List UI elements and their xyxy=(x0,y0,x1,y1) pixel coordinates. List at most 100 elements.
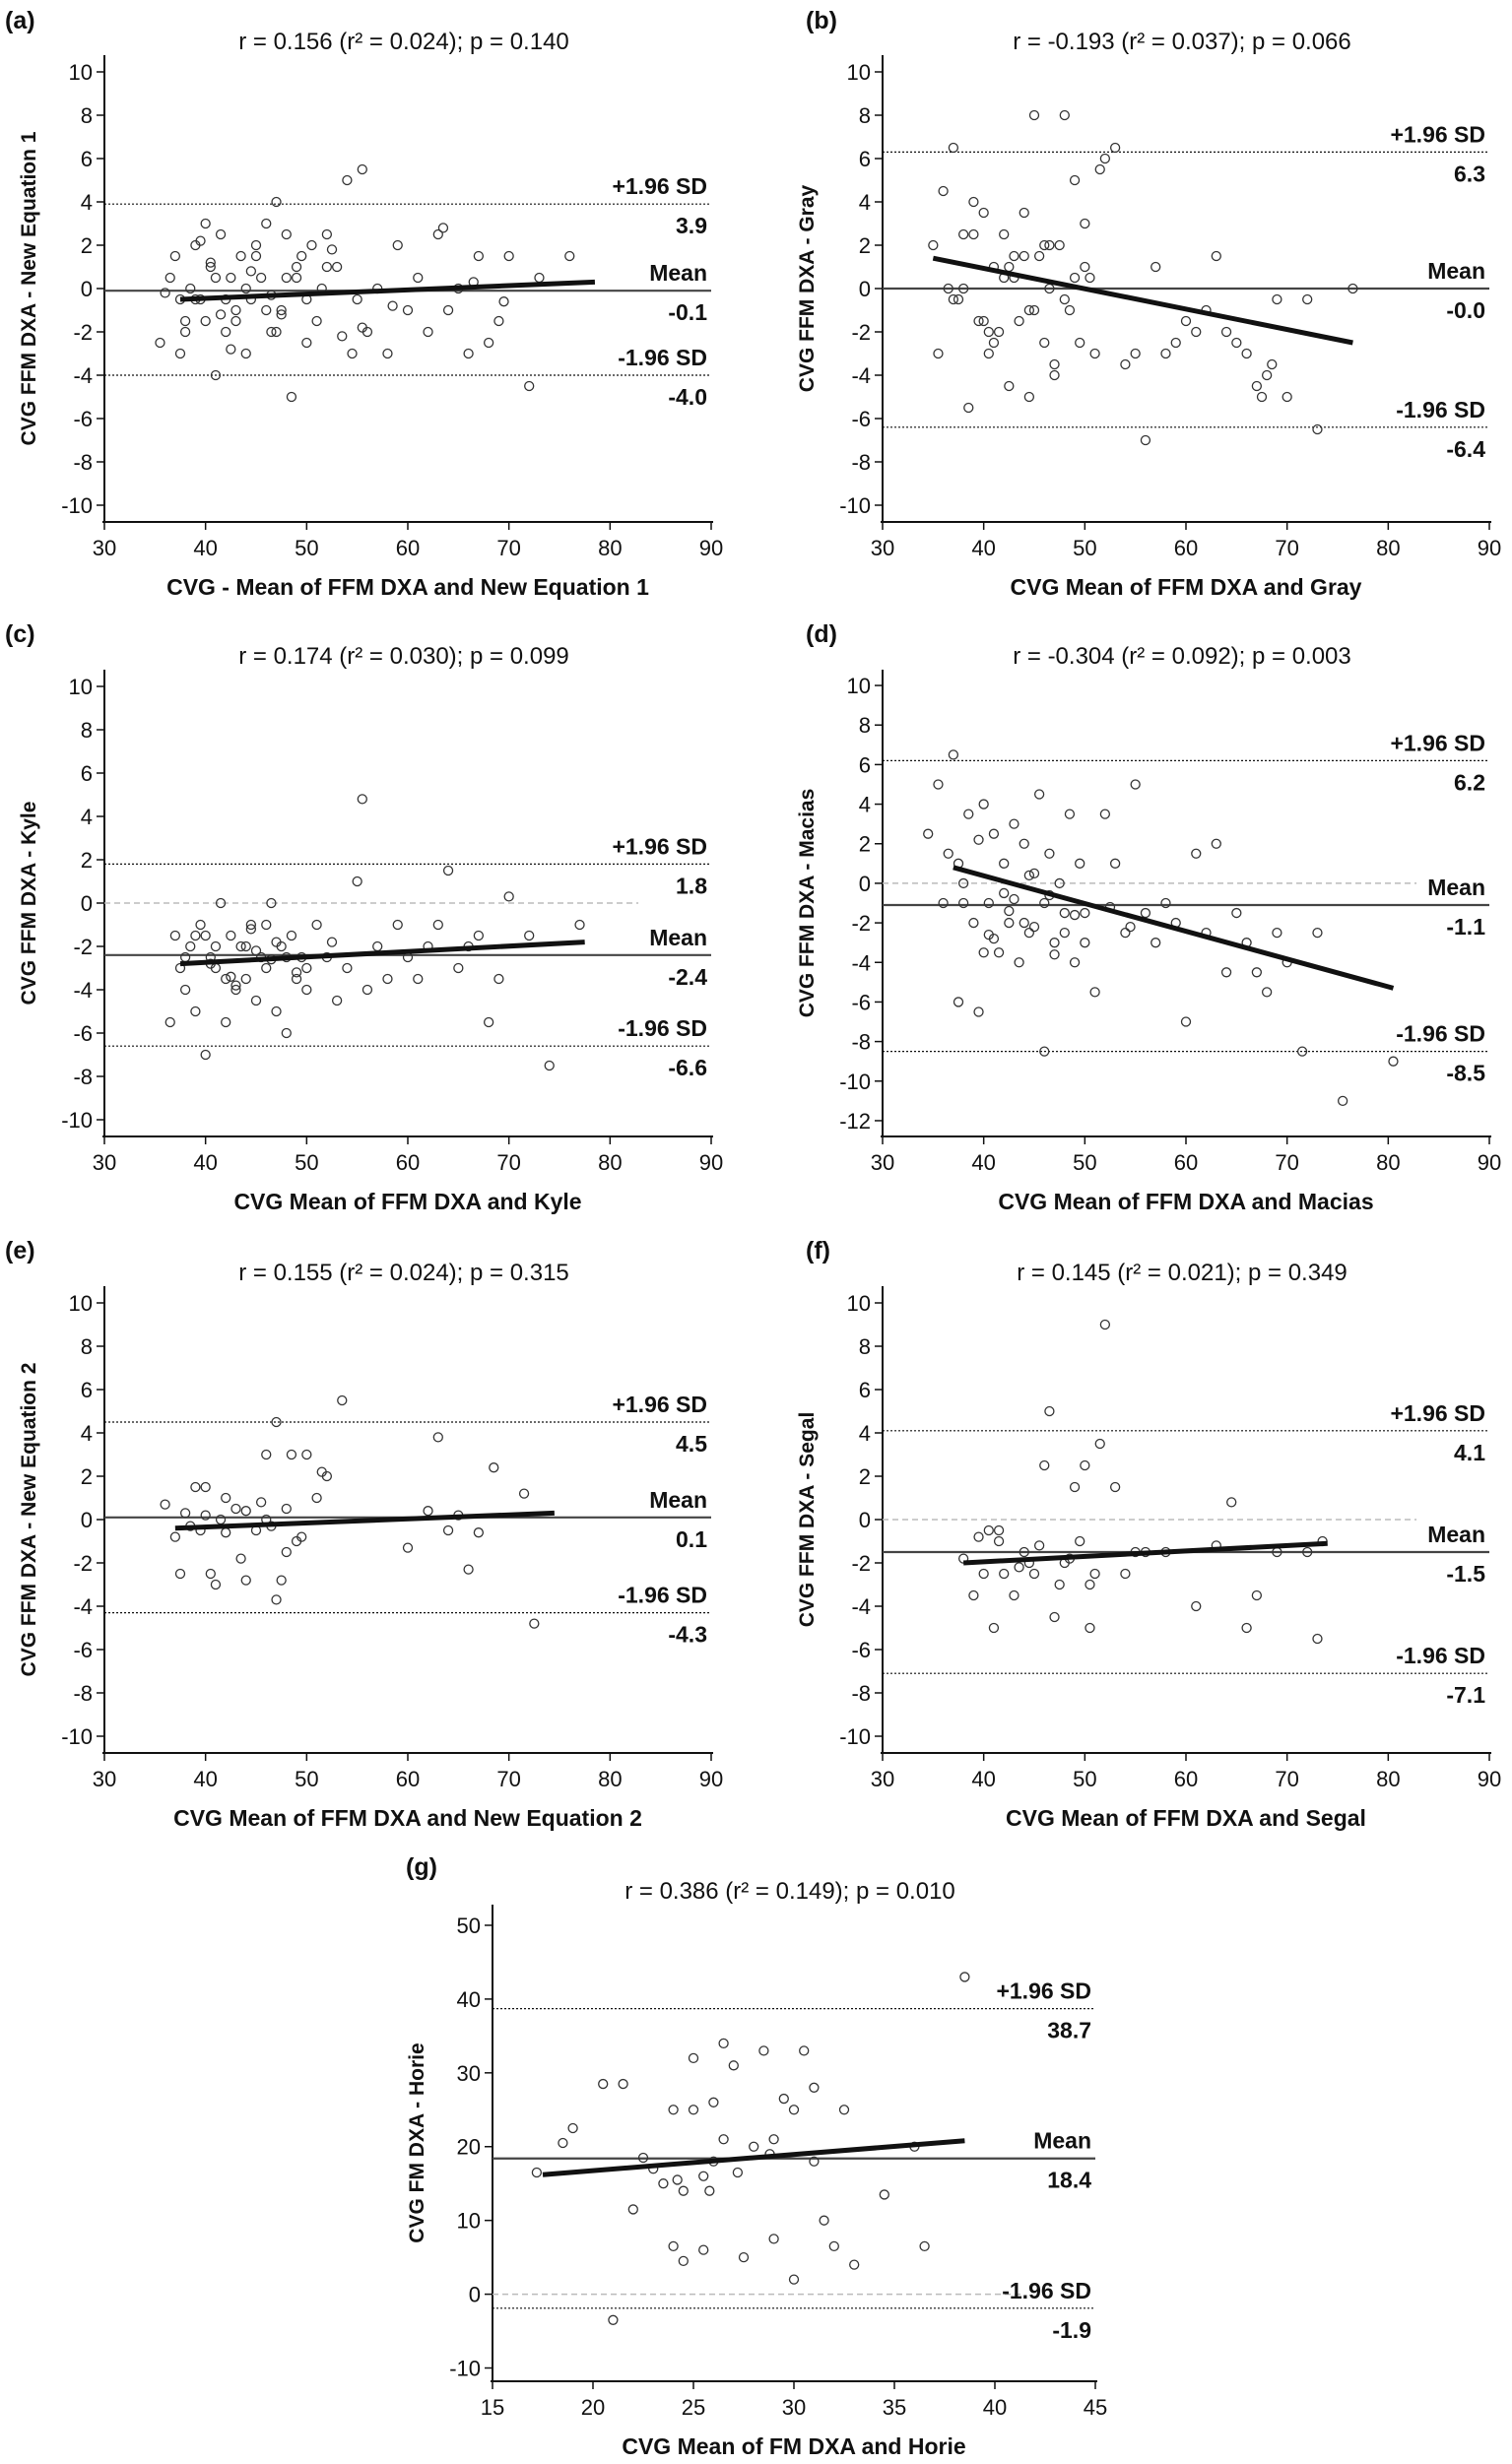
x-tick-label: 60 xyxy=(1174,536,1198,560)
data-point xyxy=(453,962,464,974)
x-axis-label: CVG Mean of FM DXA and Horie xyxy=(622,2433,965,2459)
data-point xyxy=(668,2240,679,2252)
x-tick-label: 40 xyxy=(971,536,995,560)
data-point xyxy=(1049,369,1060,381)
y-tick-label: 2 xyxy=(81,233,93,258)
data-points xyxy=(160,1394,540,1629)
data-point xyxy=(255,1497,267,1508)
mean-value: -1.1 xyxy=(1446,914,1485,940)
data-point xyxy=(1028,304,1040,316)
data-points xyxy=(923,749,1399,1107)
x-tick-label: 60 xyxy=(396,1150,420,1175)
y-tick-label: -6 xyxy=(73,1021,93,1046)
data-point xyxy=(493,973,504,985)
lower-loa-title: -1.96 SD xyxy=(1396,1021,1485,1047)
x-tick-label: 40 xyxy=(971,1767,995,1791)
data-point xyxy=(1388,1056,1399,1067)
data-point xyxy=(1044,848,1055,859)
data-point xyxy=(382,348,393,359)
data-point xyxy=(718,2038,729,2049)
y-tick-label: -4 xyxy=(851,1594,871,1619)
data-point xyxy=(296,250,307,262)
data-point xyxy=(1337,1095,1348,1107)
data-point xyxy=(271,1416,282,1428)
data-point xyxy=(402,1542,414,1553)
data-point xyxy=(337,1394,348,1406)
data-point xyxy=(698,2171,709,2181)
data-point xyxy=(321,1470,333,1482)
x-axis-label: CVG Mean of FFM DXA and Kyle xyxy=(233,1189,581,1214)
data-point xyxy=(1080,261,1090,273)
data-point xyxy=(311,315,322,327)
x-tick-label: 70 xyxy=(1275,1150,1298,1175)
y-tick-label: -10 xyxy=(61,1724,93,1749)
data-point xyxy=(306,239,317,251)
regression-line xyxy=(179,940,585,967)
data-point xyxy=(291,272,302,284)
data-point xyxy=(1023,304,1035,316)
x-tick-label: 40 xyxy=(971,1150,995,1175)
x-tick-label: 40 xyxy=(983,2395,1007,2420)
data-point xyxy=(879,2189,889,2200)
data-point xyxy=(993,1524,1005,1536)
y-tick-label: 0 xyxy=(859,872,871,896)
data-point xyxy=(567,2122,578,2134)
data-point xyxy=(276,304,287,316)
x-tick-label: 50 xyxy=(295,1150,318,1175)
data-point xyxy=(1109,1481,1121,1493)
data-point xyxy=(983,326,994,338)
data-point xyxy=(185,283,196,294)
data-point xyxy=(286,1449,297,1460)
y-tick-label: -4 xyxy=(73,978,93,1003)
x-tick-label: 40 xyxy=(193,536,217,560)
data-point xyxy=(1019,250,1029,262)
data-point xyxy=(558,2137,568,2149)
data-point xyxy=(953,997,964,1007)
x-axis-label: CVG Mean of FFM DXA and New Equation 2 xyxy=(173,1805,642,1831)
x-tick-label: 50 xyxy=(1073,536,1096,560)
x-tick-label: 15 xyxy=(481,2395,504,2420)
data-point xyxy=(618,2078,628,2090)
data-point xyxy=(1009,893,1019,905)
y-tick-label: 20 xyxy=(457,2135,481,2160)
panel-title: r = 0.174 (r² = 0.030); p = 0.099 xyxy=(238,643,569,670)
data-point xyxy=(544,1060,555,1071)
y-axis-label: CVG FFM DXA - New Equation 2 xyxy=(18,1363,40,1677)
x-axis-label: CVG Mean of FFM DXA and Macias xyxy=(998,1189,1373,1214)
data-point xyxy=(286,391,297,403)
data-point xyxy=(1028,868,1040,879)
data-point xyxy=(1226,1497,1237,1508)
y-tick-label: 8 xyxy=(859,103,871,128)
data-point xyxy=(1028,109,1040,121)
data-point xyxy=(245,919,257,931)
panel-label: (a) xyxy=(5,7,35,34)
data-point xyxy=(402,304,414,316)
data-points xyxy=(155,163,575,403)
mean-title: Mean xyxy=(1033,2128,1091,2154)
data-point xyxy=(1033,250,1045,262)
x-tick-label: 90 xyxy=(699,1150,723,1175)
upper-loa-title: +1.96 SD xyxy=(612,833,707,859)
data-point xyxy=(1272,927,1282,939)
data-point xyxy=(968,1589,979,1601)
mean-value: 0.1 xyxy=(676,1526,707,1552)
data-point xyxy=(849,2259,860,2270)
data-point xyxy=(574,919,585,931)
data-point xyxy=(1231,337,1242,349)
y-tick-label: -6 xyxy=(851,407,871,431)
data-point xyxy=(957,283,969,294)
x-tick-label: 70 xyxy=(1275,1767,1298,1791)
data-point xyxy=(281,1027,292,1039)
data-point xyxy=(337,331,348,342)
data-point xyxy=(432,1432,443,1443)
data-point xyxy=(413,973,424,985)
x-tick-label: 35 xyxy=(883,2395,906,2420)
y-tick-label: -6 xyxy=(73,1638,93,1662)
data-point xyxy=(1039,897,1050,909)
data-point xyxy=(261,919,272,931)
data-point xyxy=(261,304,272,316)
data-point xyxy=(296,1531,307,1542)
data-point xyxy=(463,1564,474,1575)
upper-loa-title: +1.96 SD xyxy=(1390,730,1485,755)
lower-loa-title: -1.96 SD xyxy=(618,1015,707,1041)
